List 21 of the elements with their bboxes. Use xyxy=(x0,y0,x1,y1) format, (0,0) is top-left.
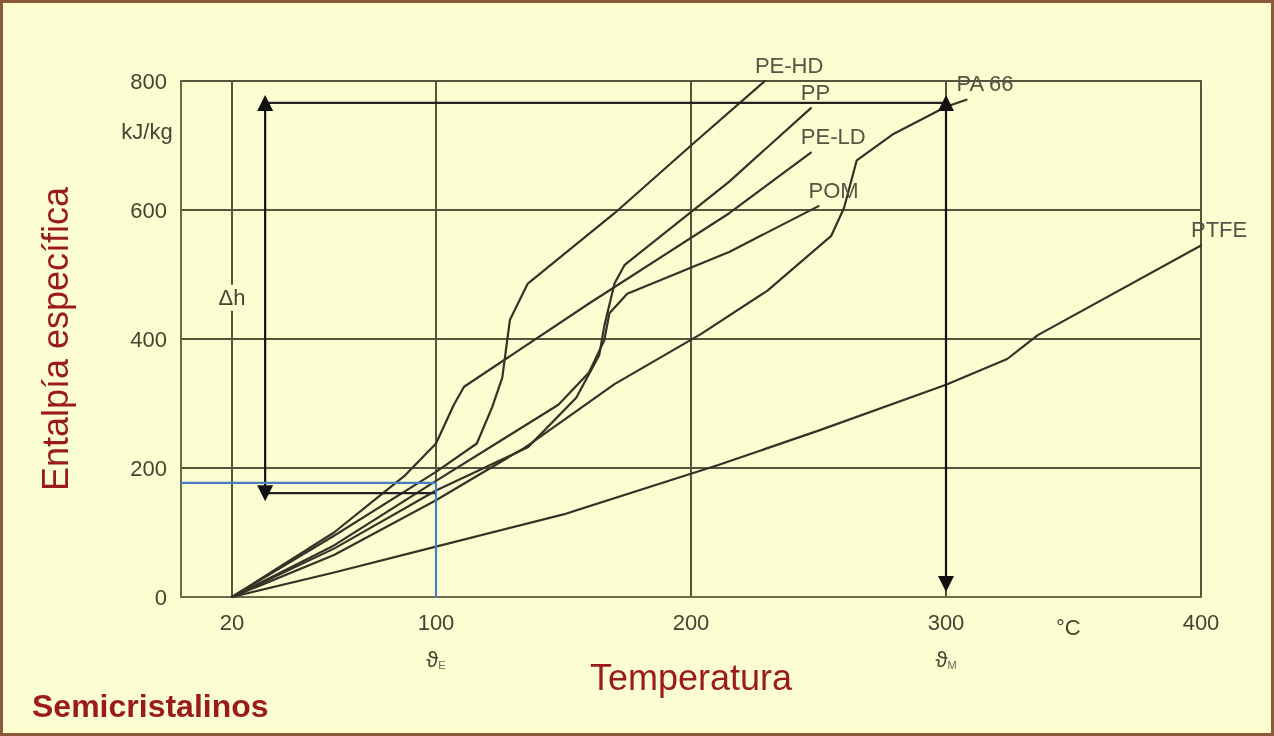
y-tick-label: 600 xyxy=(130,197,167,223)
text: ϑE xyxy=(426,646,446,672)
y-tick-label: 800 xyxy=(130,68,167,94)
text: kJ/kg xyxy=(121,118,173,144)
y-axis-title: Entalpía específica xyxy=(34,185,76,492)
x-tick-label: 200 xyxy=(672,609,710,635)
y-tick-label: 400 xyxy=(130,326,167,352)
x-tick-label: 100 xyxy=(417,609,455,635)
text: Semicristalinos xyxy=(32,688,269,724)
y-tick-label: 200 xyxy=(130,455,167,481)
annotation: Δh xyxy=(218,285,246,311)
series-label: PE-HD xyxy=(754,52,824,78)
text: ϑM xyxy=(935,646,957,672)
series-label: PE-LD xyxy=(800,124,866,150)
x-tick-label: 20 xyxy=(219,609,245,635)
text: °C xyxy=(1056,614,1081,640)
y-tick-label: 0 xyxy=(154,584,167,610)
x-tick-label: 400 xyxy=(1182,609,1220,635)
x-axis-title: Temperatura xyxy=(589,656,794,698)
series-label: PP xyxy=(800,79,831,105)
x-tick-label: 300 xyxy=(927,609,965,635)
